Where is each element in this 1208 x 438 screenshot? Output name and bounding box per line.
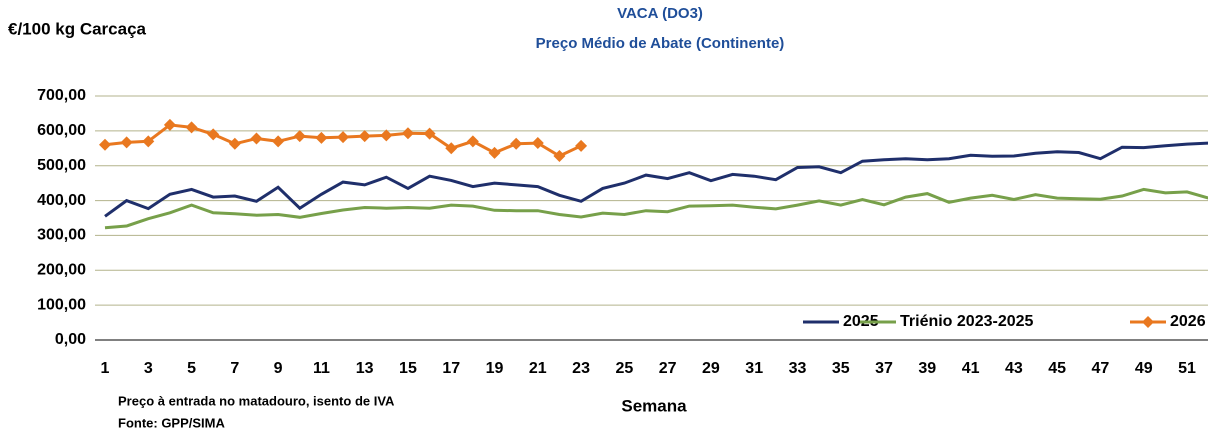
x-tick-label: 17 [442,360,460,377]
point-marker [358,130,371,143]
point-marker [575,139,588,152]
x-tick-label: 23 [572,360,590,377]
point-marker [531,137,544,150]
x-tick-label: 39 [918,360,936,377]
chart-subtitle: Preço Médio de Abate (Continente) [536,35,785,52]
series-line [104,141,1208,218]
legend-label: 2026 [1170,313,1206,330]
y-tick-label: 200,00 [37,262,86,279]
note: Fonte: GPP/SIMA [118,415,226,430]
x-tick-label: 33 [789,360,807,377]
point-marker [466,135,479,148]
point-marker [185,121,198,134]
note: Preço à entrada no matadouro, isento de … [118,393,395,408]
x-tick-label: 45 [1048,360,1066,377]
x-axis-title: Semana [621,396,687,415]
x-tick-label: 51 [1178,360,1196,377]
y-tick-label: 400,00 [37,192,86,209]
y-tick-label: 500,00 [37,157,86,174]
x-tick-label: 19 [486,360,504,377]
y-tick-label: 700,00 [37,87,86,104]
point-marker [337,131,350,144]
point-marker [272,135,285,148]
x-tick-label: 37 [875,360,893,377]
point-marker [510,137,523,150]
point-marker [293,130,306,143]
x-tick-label: 43 [1005,360,1023,377]
x-tick-label: 5 [187,360,196,377]
x-tick-label: 13 [356,360,374,377]
point-marker [445,142,458,155]
x-tick-label: 49 [1135,360,1153,377]
x-tick-label: 47 [1092,360,1110,377]
point-marker [228,137,241,150]
point-marker [120,136,133,149]
point-marker [142,135,155,148]
series-line [104,187,1208,230]
point-marker [207,128,220,141]
x-tick-label: 29 [702,360,720,377]
x-tick-label: 15 [399,360,417,377]
x-tick-label: 27 [659,360,677,377]
point-marker [380,129,393,142]
legend-label: Triénio 2023-2025 [900,313,1034,330]
point-marker [401,127,414,140]
x-tick-label: 21 [529,360,547,377]
x-tick-label: 7 [230,360,239,377]
legend-marker [1142,316,1154,328]
y-tick-label: 0,00 [55,331,86,348]
point-marker [553,149,566,162]
x-tick-label: 9 [274,360,283,377]
point-marker [423,127,436,140]
x-tick-label: 31 [745,360,763,377]
x-tick-label: 3 [144,360,153,377]
chart-title: VACA (DO3) [617,5,703,22]
x-tick-label: 1 [101,360,110,377]
y-tick-label: 600,00 [37,122,86,139]
y-axis-title: €/100 kg Carcaça [8,19,147,38]
point-marker [99,138,111,151]
x-tick-label: 35 [832,360,850,377]
x-tick-label: 41 [962,360,980,377]
y-tick-label: 300,00 [37,227,86,244]
y-tick-label: 100,00 [37,296,86,313]
point-marker [488,146,501,159]
x-tick-label: 25 [615,360,633,377]
x-tick-label: 11 [313,360,330,377]
point-marker [250,132,263,145]
point-marker [163,118,176,131]
point-marker [315,131,328,144]
